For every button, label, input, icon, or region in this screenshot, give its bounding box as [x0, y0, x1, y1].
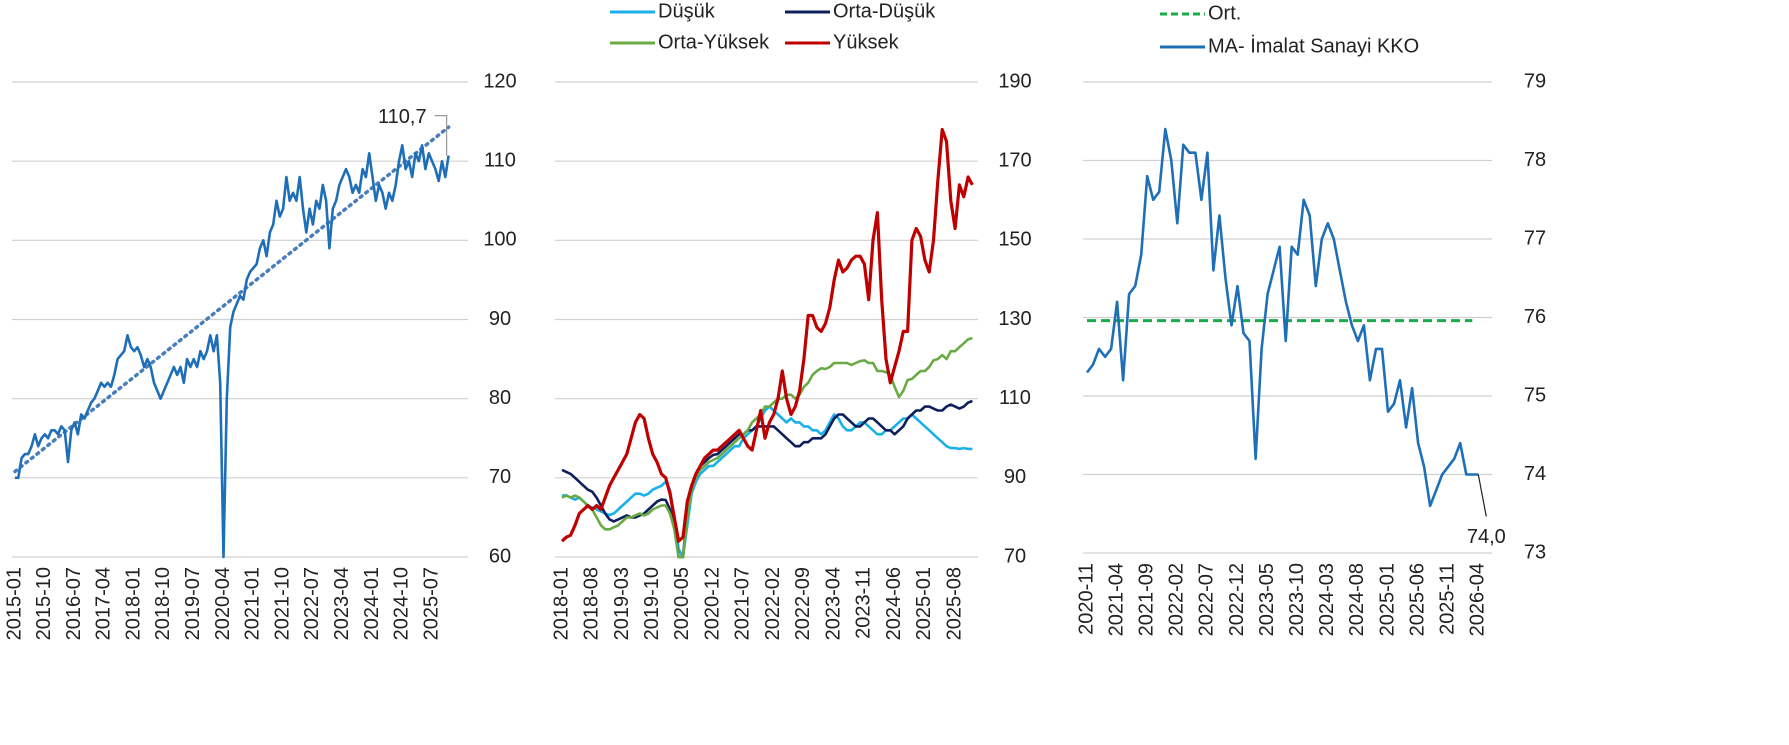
x-tick-label: 2020-04 [212, 567, 234, 640]
x-tick-label: 2019-07 [182, 567, 204, 640]
x-tick-label: 2018-01 [122, 567, 144, 640]
x-tick-label: 2022-12 [1226, 563, 1248, 636]
x-tick-label: 2024-08 [1346, 563, 1368, 636]
x-tick-label: 2025-01 [913, 567, 935, 640]
series-line [1085, 127, 1479, 508]
x-tick-label: 2023-11 [853, 567, 875, 639]
y-tick-label: 150 [998, 229, 1031, 251]
x-tick-label: 2017-04 [93, 567, 115, 640]
series-line [15, 144, 450, 559]
y-tick-label: 79 [1524, 70, 1546, 92]
legend-label: Yüksek [833, 31, 900, 53]
y-tick-label: 170 [998, 149, 1031, 171]
x-tick-label: 2015-10 [33, 567, 55, 640]
y-tick-label: 70 [489, 466, 511, 488]
x-tick-label: 2024-01 [361, 567, 383, 640]
y-tick-label: 90 [1004, 466, 1026, 488]
legend-label: Ort. [1208, 2, 1241, 24]
x-tick-label: 2022-02 [762, 567, 784, 640]
y-tick-label: 130 [998, 308, 1031, 330]
x-tick-label: 2020-12 [701, 567, 723, 640]
x-tick-label: 2026-04 [1467, 563, 1489, 636]
x-tick-label: 2022-07 [1196, 563, 1218, 636]
x-tick-label: 2021-09 [1135, 563, 1157, 636]
x-tick-label: 2023-04 [331, 567, 353, 640]
annotation-leader [1477, 474, 1487, 517]
x-tick-label: 2024-06 [883, 567, 905, 640]
series-line [561, 336, 973, 559]
x-tick-label: 2024-10 [391, 567, 413, 640]
x-tick-label: 2015-01 [3, 567, 25, 640]
x-tick-label: 2022-07 [301, 567, 323, 640]
y-tick-label: 110 [999, 387, 1031, 409]
x-tick-label: 2024-03 [1316, 563, 1338, 636]
x-tick-label: 2025-01 [1376, 563, 1398, 636]
y-tick-label: 78 [1524, 149, 1546, 171]
y-tick-label: 60 [489, 545, 511, 567]
x-tick-label: 2025-06 [1406, 563, 1428, 636]
legend-label: Orta-Yüksek [658, 31, 770, 53]
legend-label: Düşük [658, 0, 716, 22]
y-tick-label: 190 [998, 70, 1031, 92]
x-tick-label: 2023-10 [1286, 563, 1308, 636]
y-tick-label: 73 [1524, 541, 1546, 563]
x-tick-label: 2020-05 [671, 567, 693, 640]
y-tick-label: 70 [1004, 545, 1026, 567]
x-tick-label: 2023-04 [822, 567, 844, 640]
x-tick-label: 2019-03 [611, 567, 633, 640]
y-tick-label: 74 [1524, 463, 1546, 485]
x-tick-label: 2021-04 [1105, 563, 1127, 636]
y-tick-label: 120 [483, 70, 516, 92]
y-tick-label: 110 [484, 149, 516, 171]
y-tick-label: 90 [489, 308, 511, 330]
x-tick-label: 2022-02 [1166, 563, 1188, 636]
x-tick-label: 2018-10 [152, 567, 174, 640]
x-tick-label: 2020-11 [1075, 563, 1097, 635]
x-tick-label: 2023-05 [1256, 563, 1278, 636]
x-tick-label: 2025-11 [1436, 563, 1458, 635]
legend-label: Orta-Düşük [833, 0, 936, 22]
x-tick-label: 2018-08 [581, 567, 603, 640]
x-tick-label: 2018-01 [550, 567, 572, 640]
y-tick-label: 77 [1524, 227, 1546, 249]
y-tick-label: 75 [1524, 384, 1546, 406]
y-tick-label: 80 [489, 387, 511, 409]
x-tick-label: 2021-10 [271, 567, 293, 640]
annotation: 74,0 [1467, 526, 1506, 548]
annotation: 110,7 [378, 106, 427, 128]
x-tick-label: 2019-10 [641, 567, 663, 640]
y-tick-label: 76 [1524, 306, 1546, 328]
y-tick-label: 100 [483, 229, 516, 251]
annotation-leader [434, 115, 448, 156]
x-tick-label: 2021-07 [732, 567, 754, 640]
series-line [561, 405, 973, 559]
x-tick-label: 2025-08 [943, 567, 965, 640]
legend-label: MA- İmalat Sanayi KKO [1208, 34, 1419, 57]
x-tick-label: 2025-07 [420, 567, 442, 640]
x-tick-label: 2022-09 [792, 567, 814, 640]
x-tick-label: 2021-01 [242, 567, 264, 640]
x-tick-label: 2016-07 [63, 567, 85, 640]
series-line [560, 127, 974, 543]
